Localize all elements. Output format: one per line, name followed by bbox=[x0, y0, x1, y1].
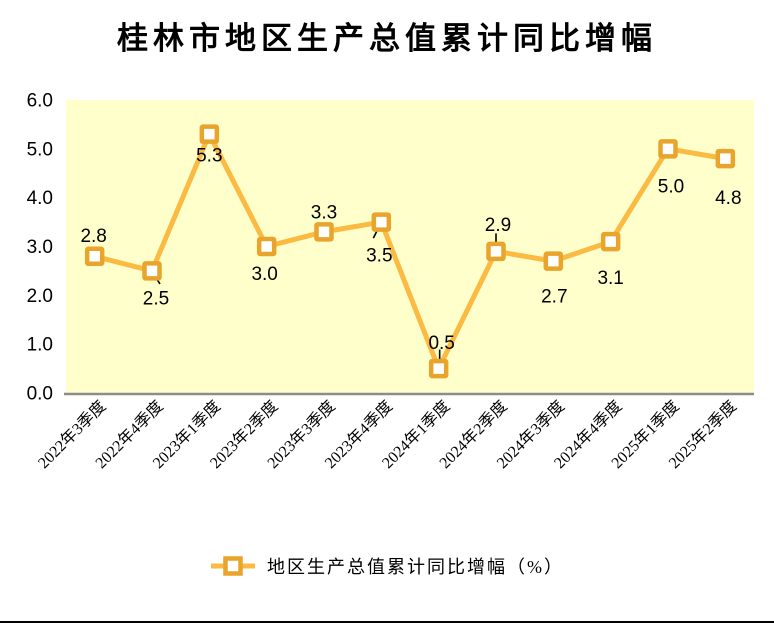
data-point-marker bbox=[199, 124, 220, 144]
y-axis-tick-label: 6.0 bbox=[27, 91, 53, 112]
series-line bbox=[92, 131, 728, 372]
plot-area bbox=[66, 100, 754, 393]
chart-plot-svg: 0.01.02.03.04.05.06.02022年3季度2022年4季度202… bbox=[27, 91, 754, 472]
data-point-marker bbox=[84, 246, 105, 267]
data-point-marker bbox=[256, 236, 277, 257]
data-point-label: 3.0 bbox=[251, 264, 277, 285]
data-point-label: 2.8 bbox=[80, 226, 106, 247]
y-axis-tick-label: 0.0 bbox=[27, 384, 53, 405]
data-point-marker bbox=[428, 358, 449, 379]
y-axis-tick-label: 2.0 bbox=[27, 286, 53, 307]
data-point-label: 0.5 bbox=[428, 333, 454, 354]
data-point-label: 3.5 bbox=[366, 246, 392, 267]
data-point-marker bbox=[658, 139, 678, 159]
data-point-label: 3.1 bbox=[597, 268, 623, 289]
data-point-marker bbox=[314, 222, 334, 242]
data-point-label: 4.8 bbox=[715, 188, 741, 209]
data-point-label: 2.5 bbox=[143, 288, 169, 309]
line-marker-legend-icon bbox=[210, 555, 256, 577]
data-point-label: 3.3 bbox=[311, 202, 337, 223]
data-point-marker bbox=[600, 231, 621, 252]
data-point-marker bbox=[543, 251, 564, 271]
data-point-marker bbox=[715, 148, 736, 169]
data-point-label: 5.3 bbox=[196, 146, 222, 167]
data-point-label: 5.0 bbox=[658, 176, 684, 197]
chart-legend: 地区生产总值累计同比增幅（%） bbox=[0, 551, 774, 581]
legend-label: 地区生产总值累计同比增幅（%） bbox=[267, 557, 564, 577]
y-axis-tick-label: 3.0 bbox=[27, 237, 53, 258]
y-axis-tick-label: 4.0 bbox=[27, 188, 53, 209]
chart-title: 桂林市地区生产总值累计同比增幅 bbox=[117, 21, 657, 56]
data-point-label: 2.7 bbox=[541, 287, 567, 308]
data-point-marker bbox=[486, 241, 506, 262]
data-point-marker bbox=[371, 212, 392, 232]
data-point-marker bbox=[142, 261, 162, 281]
data-point-label: 2.9 bbox=[485, 215, 511, 236]
y-axis-tick-label: 1.0 bbox=[27, 335, 53, 356]
bottom-border-line bbox=[0, 621, 774, 623]
y-axis-tick-label: 5.0 bbox=[27, 139, 53, 160]
